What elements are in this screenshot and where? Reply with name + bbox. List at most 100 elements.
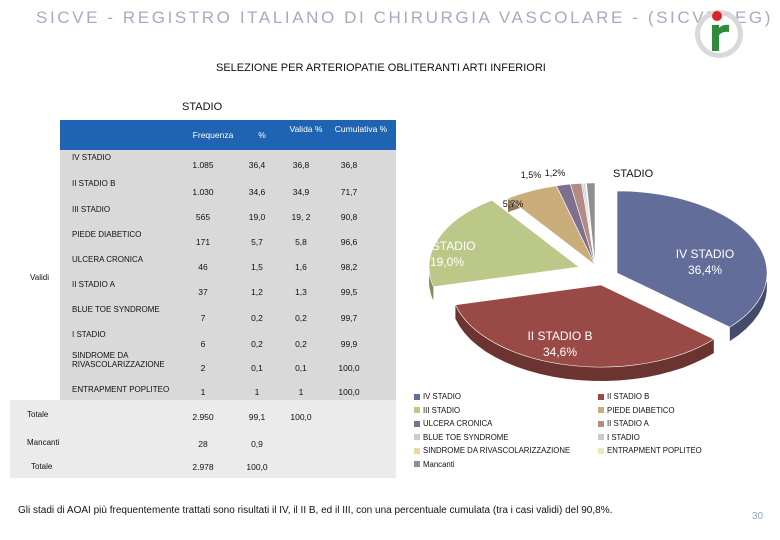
page-number: 30 <box>752 511 764 522</box>
legend-swatch <box>598 447 604 454</box>
pie-chart: IV STADIO 36,4% II STADIO B 34,6% III STADIO… <box>418 168 768 381</box>
row-label: II STADIO A <box>72 280 115 289</box>
pct-cell: 1,5 <box>251 262 263 272</box>
legend-label: II STADIO A <box>607 419 649 428</box>
legend-swatch <box>598 434 604 441</box>
freq-cell: 7 <box>200 313 206 323</box>
pie-slice-iv-stadio <box>616 190 768 328</box>
legend-label: PIEDE DIABETICO <box>607 405 675 415</box>
table-header: Frequenza % Valida % Cumulativa % <box>60 120 396 150</box>
valid-cell: 34,9 <box>292 187 310 197</box>
freq-cell: 46 <box>198 262 208 272</box>
freq-cell: 2.978 <box>192 462 214 472</box>
freq-cell: 1.030 <box>192 187 214 197</box>
pct-cell: 0,2 <box>251 339 263 349</box>
legend-item: IV STADIO <box>414 392 461 401</box>
legend-item: SINDROME DA RIVASCOLARIZZAZIONE <box>414 446 570 455</box>
cum-cell: 99,5 <box>340 287 358 297</box>
legend-swatch <box>414 434 420 441</box>
pie-data-label: 1,5% <box>521 170 542 180</box>
table-title: STADIO <box>182 101 223 113</box>
legend-label: III STADIO <box>423 405 461 415</box>
row-label: ULCERA CRONICA <box>72 255 144 264</box>
cum-cell: 90,8 <box>340 212 358 222</box>
legend-swatch <box>414 407 420 414</box>
cum-cell: 100,0 <box>338 363 360 373</box>
totale-validi-label: Totale <box>27 410 49 419</box>
freq-cell: 6 <box>200 339 206 349</box>
legend-label: SINDROME DA RIVASCOLARIZZAZIONE <box>423 446 571 455</box>
legend-swatch <box>598 407 604 414</box>
legend-swatch <box>598 420 604 427</box>
legend-label: ENTRAPMENT POPLITEO <box>607 446 702 455</box>
pct-cell: 19,0 <box>248 212 266 222</box>
legend-label: BLUE TOE SYNDROME <box>423 432 509 442</box>
legend-item: ULCERA CRONICA <box>414 419 492 428</box>
cum-cell: 71,7 <box>340 187 358 197</box>
cum-cell: 100,0 <box>338 387 360 397</box>
header-cumulativa: Cumulativa % <box>334 124 388 134</box>
mancanti-label: Mancanti <box>27 438 60 447</box>
row-label: I STADIO <box>72 330 106 339</box>
pie-data-label: 1,2% <box>545 168 566 178</box>
valid-cell: 1 <box>298 387 304 397</box>
cum-cell: 96,6 <box>340 237 358 247</box>
valid-cell: 19, 2 <box>291 212 311 222</box>
legend-swatch <box>414 447 420 454</box>
pct-cell: 0,1 <box>251 363 263 373</box>
valid-cell: 1,6 <box>295 262 307 272</box>
legend-swatch <box>414 393 420 400</box>
freq-cell: 565 <box>195 212 211 222</box>
pie-slice-iii-stadio <box>428 199 580 288</box>
cum-cell: 98,2 <box>340 262 358 272</box>
pct-cell: 1 <box>254 387 260 397</box>
row-label: ENTRAPMENT POPLITEO <box>72 385 170 394</box>
row-label: SINDROME DA RIVASCOLARIZZAZIONE <box>72 351 165 369</box>
legend-item: III STADIO <box>414 406 460 415</box>
freq-cell: 2.950 <box>192 412 214 422</box>
pie-slice-mancanti <box>586 182 596 266</box>
row-label: PIEDE DIABETICO <box>72 230 142 239</box>
header-percent: % <box>258 130 266 140</box>
valid-cell: 5,8 <box>295 237 307 247</box>
legend-item: ENTRAPMENT POPLITEO <box>598 446 702 455</box>
valid-cell: 1,3 <box>295 287 307 297</box>
pct-cell: 0,9 <box>251 439 263 449</box>
freq-cell: 37 <box>198 287 208 297</box>
freq-cell: 171 <box>195 237 211 247</box>
valid-cell: 100,0 <box>290 412 312 422</box>
pie-slice-ii-stadio-b <box>454 284 715 368</box>
pct-cell: 100,0 <box>246 462 268 472</box>
group-label: Validi <box>30 273 49 282</box>
cum-cell: 36,8 <box>340 160 358 170</box>
cum-cell: 99,7 <box>340 313 358 323</box>
legend-label: Mancanti <box>423 459 455 469</box>
legend-label: ULCERA CRONICA <box>423 419 493 428</box>
legend-item: Mancanti <box>414 460 455 469</box>
row-label: IV STADIO <box>72 153 111 162</box>
legend-item: II STADIO A <box>598 419 649 428</box>
row-label: BLUE TOE SYNDROME <box>72 305 160 314</box>
header-band: SICVE - REGISTRO ITALIANO DI CHIRURGIA V… <box>0 0 780 58</box>
freq-cell: 1.085 <box>192 160 214 170</box>
legend-item: II STADIO B <box>598 392 649 401</box>
pct-cell: 36,4 <box>248 160 266 170</box>
freq-cell: 2 <box>200 363 206 373</box>
cum-cell: 99,9 <box>340 339 358 349</box>
legend-swatch <box>414 461 420 468</box>
pie-data-label: III STADIO 19,0% <box>418 239 475 269</box>
legend-label: I STADIO <box>607 432 640 442</box>
pie-slice-side <box>455 304 714 381</box>
header-frequenza: Frequenza <box>192 130 234 140</box>
legend-item: I STADIO <box>598 433 640 442</box>
valid-cell: 0,2 <box>295 339 307 349</box>
pct-cell: 0,2 <box>251 313 263 323</box>
pie-data-label: IV STADIO 36,4% <box>676 247 734 277</box>
row-label: III STADIO <box>72 205 111 214</box>
valid-cell: 0,2 <box>295 313 307 323</box>
chart-title: STADIO <box>613 168 654 180</box>
pie-data-label: 5,7% <box>503 199 524 209</box>
footer-note: Gli stadi di AOAI più frequentemente tra… <box>18 505 613 516</box>
pct-cell: 34,6 <box>248 187 266 197</box>
legend-item: PIEDE DIABETICO <box>598 406 675 415</box>
